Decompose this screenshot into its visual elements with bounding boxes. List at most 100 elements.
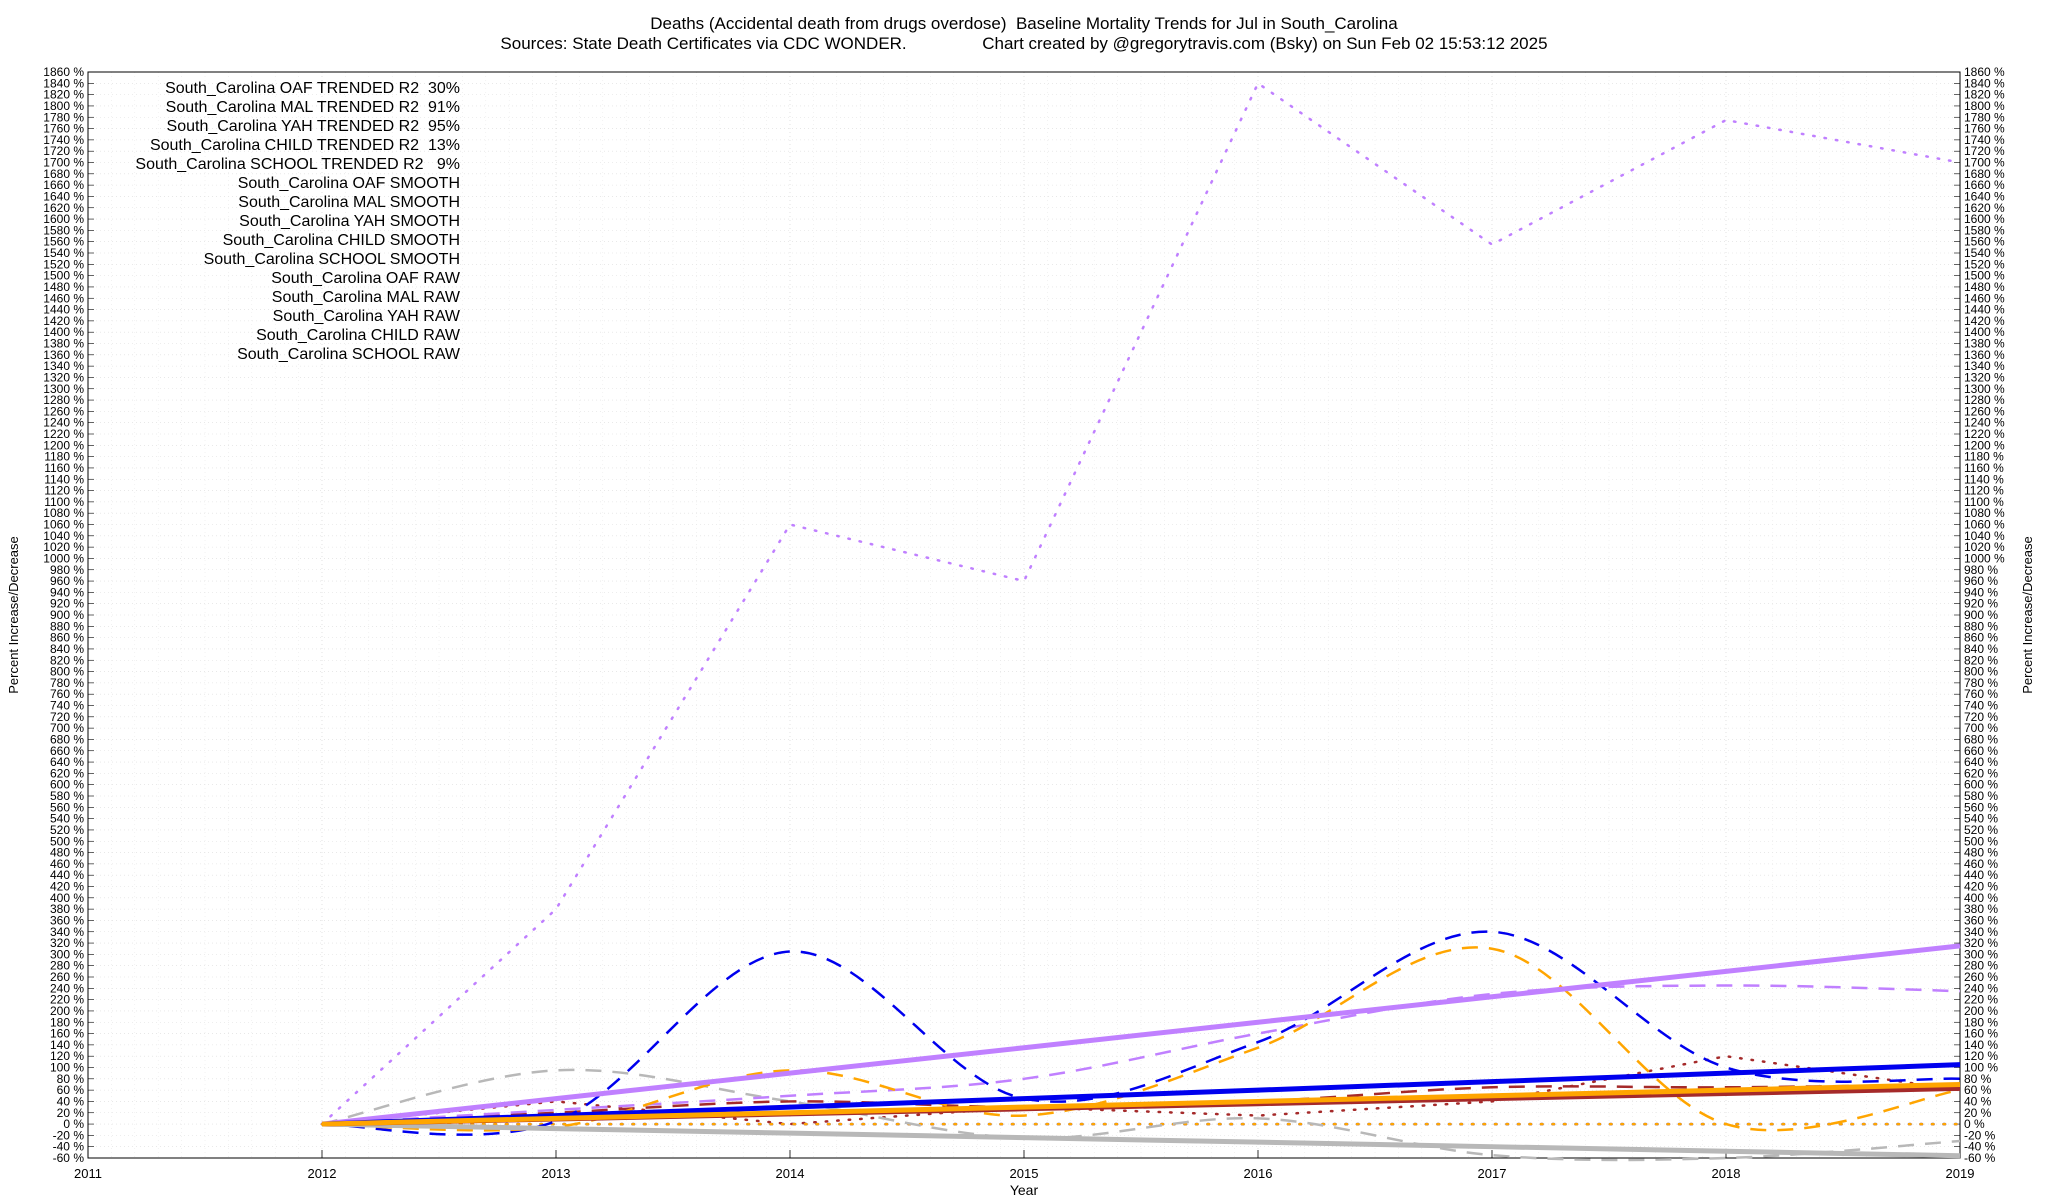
y-tick-label-right: 720 % [1964,710,1998,724]
y-tick-label-left: 1220 % [43,427,84,441]
y-tick-label-left: 1740 % [43,133,84,147]
y-tick-label-right: 780 % [1964,676,1998,690]
y-tick-label-right: 1020 % [1964,540,2005,554]
y-tick-label-right: 640 % [1964,755,1998,769]
y-tick-label-right: 1540 % [1964,246,2005,260]
y-tick-label-left: 1820 % [43,88,84,102]
y-tick-label-right: 960 % [1964,574,1998,588]
y-tick-label-left: 520 % [50,823,84,837]
y-tick-label-right: 1400 % [1964,325,2005,339]
y-tick-label-left: -40 % [53,1140,85,1154]
legend-label: South_Carolina SCHOOL TRENDED R2 9% [135,156,460,173]
y-tick-label-left: 1660 % [43,178,84,192]
y-tick-label-right: 1460 % [1964,291,2005,305]
y-tick-label-left: 1620 % [43,201,84,215]
y-tick-label-left: 1120 % [44,484,84,498]
y-tick-label-right: 1600 % [1964,212,2005,226]
y-tick-label-right: 760 % [1964,687,1998,701]
legend-entry: South_Carolina CHILD RAW [100,326,560,345]
y-tick-label-right: 380 % [1964,902,1998,916]
y-tick-label-right: 1840 % [1964,76,2005,90]
y-tick-label-right: 1560 % [1964,235,2005,249]
y-tick-label-right: 1640 % [1964,189,2005,203]
y-tick-label-left: 360 % [50,913,84,927]
y-tick-label-left: 460 % [50,857,84,871]
y-tick-label-left: 640 % [50,755,84,769]
y-tick-label-left: 920 % [50,597,84,611]
y-tick-label-right: 1280 % [1964,393,2005,407]
y-tick-label-right: 1200 % [1964,438,2005,452]
y-tick-label-left: -20 % [53,1128,85,1142]
y-tick-label-right: 1340 % [1964,359,2005,373]
y-tick-label-right: 360 % [1964,913,1998,927]
y-tick-label-right: 440 % [1964,868,1998,882]
y-tick-label-left: 1060 % [43,518,84,532]
y-tick-label-right: 1480 % [1964,280,2005,294]
y-tick-label-right: 1740 % [1964,133,2005,147]
x-tick-label: 2012 [308,1166,337,1181]
y-tick-label-right: 120 % [1964,1049,1998,1063]
chart-legend: South_Carolina OAF TRENDED R2 30% South_C… [100,79,560,364]
series-line-yah-smooth [321,984,1961,1126]
y-tick-label-left: 0 % [63,1117,84,1131]
legend-entry: South_Carolina OAF TRENDED R2 30% [100,79,560,98]
y-tick-label-right: 1080 % [1964,506,2005,520]
y-tick-label-left: 80 % [57,1072,85,1086]
y-tick-label-left: 900 % [50,608,84,622]
y-tick-label-left: 620 % [50,766,84,780]
y-tick-label-left: 1000 % [43,551,84,565]
y-tick-label-right: 1120 % [1964,484,2004,498]
y-tick-label-left: 1720 % [43,144,84,158]
y-tick-label-left: 260 % [50,970,84,984]
series-lines [320,81,1962,1162]
legend-label: South_Carolina SCHOOL RAW [237,346,460,363]
axis-ticks: -60 % -60 %-40 % -40 %-20 % -20 %0 % 0 %20 %… [43,65,2005,1181]
y-tick-label-right: 1220 % [1964,427,2005,441]
y-tick-label-left: 160 % [50,1027,84,1041]
x-tick-label: 2011 [74,1166,102,1181]
y-tick-label-left: 560 % [50,800,84,814]
y-tick-label-right: 1440 % [1964,303,2005,317]
y-tick-label-right: 200 % [1964,1004,1998,1018]
y-tick-label-left: 1800 % [43,99,84,113]
y-tick-label-left: 820 % [50,653,84,667]
y-tick-label-right: 600 % [1964,778,1998,792]
y-tick-label-right: 1700 % [1964,156,2005,170]
y-tick-label-left: 200 % [50,1004,84,1018]
y-tick-label-left: 1260 % [43,404,84,418]
y-tick-label-right: 320 % [1964,936,1998,950]
y-tick-label-right: 860 % [1964,631,1998,645]
y-tick-label-left: 540 % [50,812,84,826]
x-tick-label: 2015 [1010,1166,1039,1181]
legend-label: South_Carolina YAH TRENDED R2 95% [166,118,460,135]
legend-entry: South_Carolina YAH SMOOTH [100,212,560,231]
y-tick-label-right: 1860 % [1964,65,2005,79]
legend-label: South_Carolina YAH RAW [272,308,460,325]
y-tick-label-right: 1140 % [1964,472,2004,486]
y-tick-label-left: 500 % [50,834,84,848]
y-tick-label-right: 1800 % [1964,99,2005,113]
y-tick-label-left: 1860 % [43,65,84,79]
y-tick-label-left: 140 % [50,1038,84,1052]
legend-entry: South_Carolina SCHOOL RAW [100,345,560,364]
y-tick-label-left: 780 % [50,676,84,690]
y-tick-label-right: 740 % [1964,699,1998,713]
y-tick-label-left: 280 % [50,959,84,973]
legend-label: South_Carolina MAL RAW [271,289,460,306]
y-tick-label-right: 1380 % [1964,337,2005,351]
y-tick-label-left: 960 % [50,574,84,588]
y-tick-label-left: 1420 % [43,314,84,328]
x-tick-label: 2017 [1478,1166,1507,1181]
series-line-oaf-smooth [321,1068,1961,1162]
y-tick-label-right: 880 % [1964,619,1998,633]
y-tick-label-right: 500 % [1964,834,1998,848]
y-tick-label-right: 1660 % [1964,178,2005,192]
y-tick-label-left: 300 % [50,947,84,961]
y-tick-label-left: 1760 % [43,122,84,136]
y-tick-label-left: 1340 % [43,359,84,373]
series-line-school-trend [321,1081,1961,1127]
y-tick-label-left: 1560 % [43,235,84,249]
chart-title: Deaths (Accidental death from drugs over… [650,14,1398,33]
legend-entry: South_Carolina MAL RAW [100,288,560,307]
chart-subtitle: Sources: State Death Certificates via CD… [500,34,1548,53]
